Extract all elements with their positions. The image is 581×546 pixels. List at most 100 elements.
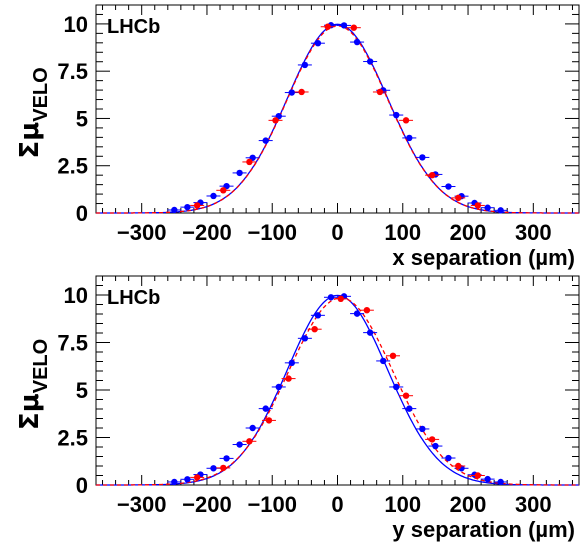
red-data-point — [246, 438, 253, 445]
blue-data-point — [288, 89, 296, 96]
red-data-point — [324, 23, 331, 30]
y-tick-label: 2.5 — [57, 426, 88, 451]
blue-data-point — [301, 335, 309, 342]
blue-data-point — [275, 383, 282, 391]
x-axis-label: x separation (µm) — [392, 245, 575, 270]
red-data-point — [298, 88, 305, 96]
red-data-point — [402, 392, 410, 399]
plot-frame — [95, 275, 580, 486]
red-data-point — [428, 436, 436, 443]
red-data-point — [246, 158, 253, 166]
blue-data-point — [393, 383, 400, 391]
y-tick-label: 5 — [76, 106, 88, 131]
red-data-point — [455, 194, 462, 202]
blue-data-point — [366, 58, 374, 65]
x-axis-label: y separation (µm) — [392, 517, 575, 542]
blue-data-point — [497, 478, 504, 486]
blue-data-point — [484, 204, 491, 211]
lhcb-label: LHCb — [107, 16, 160, 38]
blue-data-point — [445, 183, 452, 190]
red-data-point — [376, 88, 384, 96]
red-data-point — [474, 472, 482, 479]
red-data-point — [220, 187, 227, 194]
red-data-point — [455, 462, 462, 470]
blue-data-point — [301, 61, 309, 69]
y-scan-panel: −300 −200 −100 0 100 200 300 0 2.5 5 7.5 10 LHCb y se… — [15, 275, 580, 542]
red-data-point — [402, 117, 410, 124]
red-data-point — [389, 352, 397, 359]
blue-data-point — [419, 425, 426, 433]
red-data-point — [193, 202, 201, 209]
x-tick-label: 100 — [384, 492, 421, 517]
blue-data-point — [445, 454, 452, 462]
red-data-point — [220, 464, 227, 472]
blue-data-point — [353, 38, 361, 46]
y-tick-label: 10 — [64, 283, 88, 308]
blue-data-point — [288, 359, 296, 367]
blue-data-point — [184, 203, 191, 211]
blue-data-point — [236, 441, 243, 448]
blue-data-point — [314, 312, 322, 319]
blue-data-point — [210, 465, 217, 472]
blue-data-point — [484, 475, 491, 483]
x-tick-label: −100 — [247, 220, 297, 245]
blue-fit-curve — [96, 23, 579, 214]
blue-data-point — [366, 329, 374, 336]
blue-data-point — [210, 192, 217, 200]
y-axis-label: ΣμVELO — [15, 67, 52, 158]
x-tick-label: −200 — [182, 220, 232, 245]
x-tick-label: −300 — [117, 220, 167, 245]
red-data-point — [265, 417, 273, 424]
y-axis-label: ΣμVELO — [15, 339, 52, 430]
blue-data-point — [432, 442, 439, 450]
x-tick-label: 300 — [515, 220, 552, 245]
x-tick-label: 200 — [450, 220, 487, 245]
x-tick-label: 100 — [384, 220, 421, 245]
red-data-point — [337, 295, 344, 302]
x-tick-label: 200 — [450, 492, 487, 517]
red-data-point — [428, 171, 436, 179]
x-tick-label: 0 — [331, 220, 343, 245]
blue-data-point — [406, 405, 413, 412]
red-data-point — [272, 117, 279, 124]
red-data-point — [350, 24, 358, 31]
blue-data-point — [406, 134, 413, 142]
blue-data-point — [497, 207, 504, 214]
blue-data-point — [340, 22, 348, 29]
blue-data-point — [184, 476, 191, 483]
blue-data-point — [327, 294, 335, 301]
x-tick-label: 300 — [515, 492, 552, 517]
blue-data-point — [393, 111, 400, 119]
red-data-point — [363, 307, 371, 314]
y-tick-label: 2.5 — [57, 154, 88, 179]
lhcb-label: LHCb — [107, 287, 160, 309]
red-data-point — [193, 474, 201, 481]
red-fit-curve — [96, 297, 579, 486]
blue-fit-curve — [96, 294, 579, 486]
blue-data-point — [314, 39, 322, 47]
y-tick-label: 0 — [76, 201, 88, 226]
blue-data-point — [223, 455, 230, 462]
blue-data-point — [419, 154, 426, 161]
y-tick-label: 0 — [76, 473, 88, 498]
x-tick-label: 0 — [331, 492, 343, 517]
blue-data-point — [353, 310, 361, 317]
blue-data-point — [236, 169, 243, 177]
y-tick-label: 5 — [76, 378, 88, 403]
x-tick-label: −200 — [182, 492, 232, 517]
x-tick-label: −300 — [117, 492, 167, 517]
red-data-point — [311, 326, 318, 333]
blue-data-point — [249, 424, 256, 432]
y-tick-label: 10 — [64, 12, 88, 37]
red-data-point — [474, 202, 482, 209]
red-data-point — [285, 375, 292, 382]
plot-frame — [95, 4, 580, 214]
blue-data-point — [171, 478, 178, 486]
red-fit-curve — [96, 25, 579, 214]
blue-data-point — [171, 206, 178, 214]
y-tick-label: 7.5 — [57, 59, 88, 84]
x-scan-panel: −300 −200 −100 0 100 200 300 0 2.5 5 7.5 10 LHCb x se… — [15, 4, 580, 270]
x-tick-label: −100 — [247, 492, 297, 517]
blue-data-point — [262, 137, 269, 144]
